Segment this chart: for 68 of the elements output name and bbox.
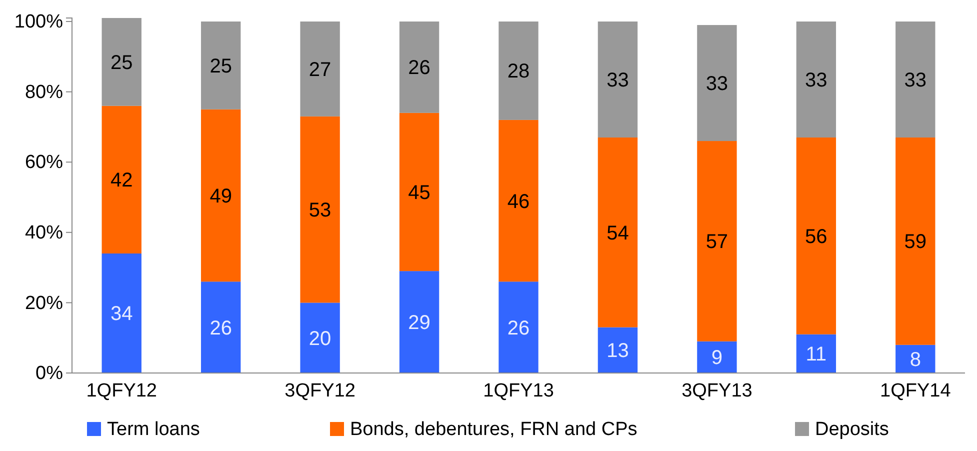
x-tick-label: 1QFY13 [483, 380, 554, 402]
bar [200, 109, 241, 282]
data-label: 11 [806, 344, 827, 366]
bar [796, 334, 836, 373]
y-tick-label: 20% [24, 292, 64, 314]
bar [796, 138, 836, 334]
data-label: 25 [210, 55, 232, 78]
data-label: 8 [910, 348, 921, 371]
data-label: 33 [606, 70, 629, 92]
bar [102, 18, 142, 106]
bar [598, 22, 638, 138]
y-tick-label: 60% [24, 152, 64, 174]
data-label: 57 [706, 231, 728, 254]
data-label: 26 [507, 317, 530, 340]
data-label: 33 [706, 73, 728, 96]
bar [399, 112, 440, 272]
data-label: 29 [408, 312, 430, 334]
data-label: 33 [805, 70, 828, 92]
bar [598, 138, 638, 328]
data-label: 59 [904, 231, 927, 254]
legend-label: Bonds, debentures, FRN and CPs [350, 419, 638, 440]
bar [498, 120, 538, 282]
data-label: 28 [507, 60, 530, 83]
bar [399, 271, 440, 373]
data-label: 9 [711, 347, 723, 370]
y-tick-label: 40% [24, 222, 64, 244]
bar [796, 22, 836, 138]
bar [399, 22, 440, 113]
data-label: 54 [606, 222, 629, 244]
data-label: 25 [110, 52, 133, 74]
data-label: 49 [210, 186, 232, 208]
bar [498, 22, 538, 120]
x-tick-label: 1QFY14 [880, 380, 952, 402]
data-label: 46 [507, 190, 530, 213]
data-label: 42 [110, 170, 133, 192]
bar [896, 138, 936, 345]
bar [300, 302, 340, 373]
x-tick-label: 1QFY12 [86, 380, 157, 402]
bar [200, 282, 241, 373]
legend-label: Deposits [815, 419, 889, 440]
x-tick-label: 3QFY12 [284, 380, 356, 402]
bar [498, 282, 538, 373]
bar [697, 141, 737, 342]
bar [697, 341, 737, 373]
data-label: 13 [606, 340, 629, 362]
data-label: 27 [308, 58, 332, 81]
bar [102, 253, 142, 373]
y-tick-label: 100% [14, 12, 64, 33]
y-tick-label: 80% [24, 82, 64, 103]
bar [697, 25, 737, 142]
data-label: 26 [210, 317, 232, 340]
x-tick-label: 3QFY13 [682, 380, 752, 402]
bar [300, 22, 340, 116]
data-label: 45 [408, 182, 430, 204]
data-label: 26 [408, 57, 430, 80]
data-label: 53 [308, 200, 332, 222]
data-label: 34 [110, 303, 133, 326]
bar [598, 327, 638, 373]
data-label: 33 [904, 70, 927, 92]
bar [300, 116, 340, 303]
bar [896, 344, 936, 373]
legend-label: Term loans [107, 419, 200, 440]
bar [102, 106, 142, 254]
data-label: 56 [805, 226, 828, 248]
bar [896, 22, 936, 138]
bar [200, 22, 241, 110]
data-label: 20 [308, 328, 332, 350]
y-tick-label: 0% [36, 363, 64, 384]
